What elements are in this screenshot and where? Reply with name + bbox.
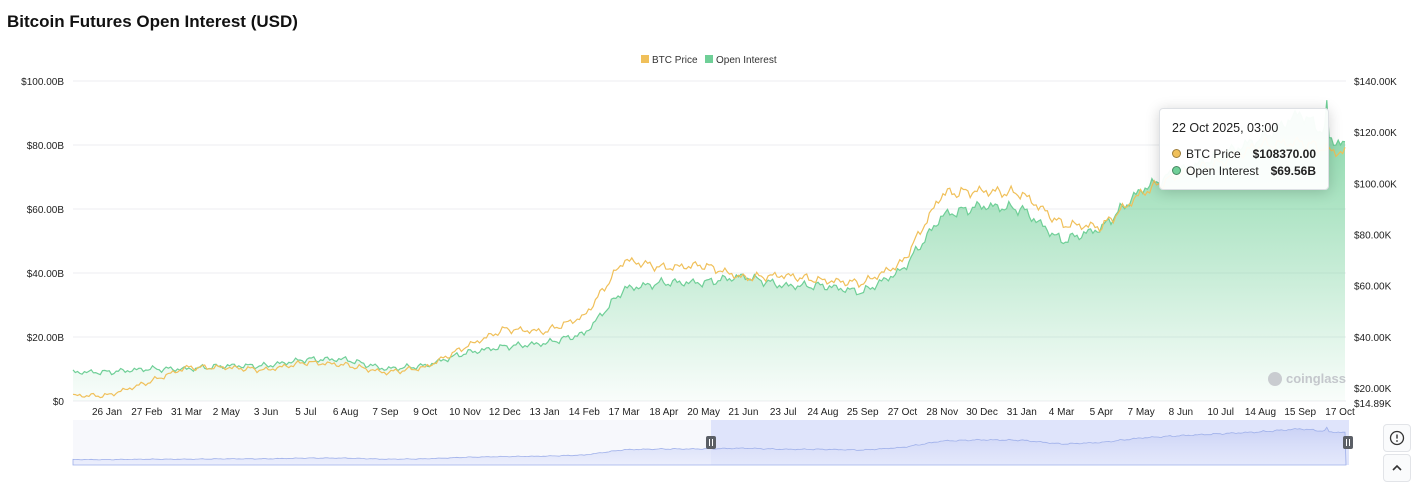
navigator-handle-grip: [706, 436, 716, 449]
y-right-tick-label: $20.00K: [1354, 384, 1392, 395]
tooltip-value: $108370.00: [1252, 146, 1316, 161]
x-tick-label: 31 Jan: [1007, 407, 1037, 418]
x-tick-label: 14 Feb: [569, 407, 601, 418]
tooltip-value: $69.56B: [1270, 163, 1316, 178]
x-tick-label: 5 Apr: [1090, 407, 1114, 418]
x-tick-label: 27 Oct: [888, 407, 918, 418]
chart-settings-button[interactable]: [1383, 424, 1411, 452]
tooltip-date: 22 Oct 2025, 03:00: [1172, 121, 1279, 135]
legend-label: Open Interest: [716, 55, 777, 66]
clock-alert-icon: [1389, 430, 1405, 446]
btc-price-dot-icon: [1172, 149, 1181, 158]
y-left-tick-label: $40.00B: [27, 269, 65, 280]
y-left-tick-label: $20.00B: [27, 333, 65, 344]
x-tick-label: 28 Nov: [926, 407, 958, 418]
y-right-tick-label: $100.00K: [1354, 179, 1397, 190]
coinglass-logo-icon: [1268, 371, 1282, 386]
x-axis: 26 Jan 27 Feb 31 Mar 2 May 3 Jun 5 Jul 6 Aug 7 …: [92, 407, 1355, 418]
x-tick-label: 26 Jan: [92, 407, 122, 418]
x-tick-label: 6 Aug: [333, 407, 359, 418]
y-right-tick-label: $40.00K: [1354, 333, 1392, 344]
x-tick-label: 17 Oct: [1325, 407, 1355, 418]
chart-title: Bitcoin Futures Open Interest (USD): [7, 12, 298, 31]
navigator-handle-grip: [1343, 436, 1353, 449]
x-tick-label: 21 Jun: [728, 407, 758, 418]
navigator-handle[interactable]: [1343, 436, 1353, 449]
collapse-button[interactable]: [1383, 454, 1411, 482]
watermark-text: coinglass: [1286, 371, 1346, 386]
x-tick-label: 23 Jul: [770, 407, 797, 418]
tooltip-label: BTC Price: [1186, 146, 1241, 161]
x-tick-label: 27 Feb: [131, 407, 163, 418]
open-interest-dot-icon: [1172, 166, 1181, 175]
x-tick-label: 24 Aug: [807, 407, 838, 418]
x-tick-label: 4 Mar: [1049, 407, 1075, 418]
range-navigator[interactable]: [72, 420, 1353, 466]
navigator-handle[interactable]: [706, 436, 716, 449]
x-tick-label: 12 Dec: [489, 407, 521, 418]
x-tick-label: 9 Oct: [413, 407, 437, 418]
tooltip-row-open-interest: Open Interest $69.56B: [1172, 162, 1316, 179]
tooltip-row-btc-price: BTC Price $108370.00: [1172, 145, 1316, 162]
series-lines: [72, 100, 1346, 399]
y-axis-right: $14.89K $20.00K $40.00K $60.00K $80.00K $100.…: [1354, 77, 1397, 410]
y-right-tick-label: $60.00K: [1354, 282, 1392, 293]
y-left-tick-label: $60.00B: [27, 205, 65, 216]
open-interest-line: [72, 100, 1346, 376]
coinglass-watermark: coinglass: [1268, 371, 1346, 386]
y-left-tick-label: $0: [53, 397, 65, 408]
legend: BTC Price Open Interest: [641, 55, 777, 66]
x-tick-label: 3 Jun: [254, 407, 278, 418]
legend-swatch: [641, 55, 649, 63]
x-tick-label: 7 May: [1128, 407, 1155, 418]
x-tick-label: 30 Dec: [966, 407, 998, 418]
legend-swatch: [705, 55, 713, 63]
btc-price-line: [72, 135, 1346, 399]
y-axis-left: $0 $20.00B $40.00B $60.00B $80.00B $100.00B: [21, 77, 64, 408]
x-tick-label: 10 Jul: [1207, 407, 1234, 418]
y-left-tick-label: $100.00B: [21, 77, 64, 88]
x-tick-label: 7 Sep: [372, 407, 399, 418]
y-right-tick-label: $80.00K: [1354, 230, 1392, 241]
x-tick-label: 15 Sep: [1284, 407, 1316, 418]
chart-tooltip: 22 Oct 2025, 03:00 BTC Price $108370.00 …: [1159, 108, 1329, 190]
x-tick-label: 10 Nov: [449, 407, 481, 418]
open-interest-area-fill: [73, 100, 1345, 401]
x-tick-label: 14 Aug: [1245, 407, 1276, 418]
y-left-tick-label: $80.00B: [27, 141, 65, 152]
x-tick-label: 2 May: [213, 407, 240, 418]
x-tick-label: 13 Jan: [530, 407, 560, 418]
x-tick-label: 31 Mar: [171, 407, 203, 418]
y-right-tick-label: $140.00K: [1354, 77, 1397, 88]
legend-label: BTC Price: [652, 55, 698, 66]
x-tick-label: 18 Apr: [649, 407, 679, 418]
x-tick-label: 17 Mar: [609, 407, 641, 418]
tooltip-label: Open Interest: [1186, 163, 1259, 178]
x-tick-label: 8 Jun: [1169, 407, 1193, 418]
x-tick-label: 5 Jul: [295, 407, 316, 418]
chevron-up-icon: [1392, 464, 1402, 471]
x-tick-label: 20 May: [687, 407, 720, 418]
y-right-tick-label: $14.89K: [1354, 399, 1392, 410]
x-tick-label: 25 Sep: [847, 407, 879, 418]
y-right-tick-label: $120.00K: [1354, 128, 1397, 139]
open-interest-area: [73, 100, 1345, 401]
